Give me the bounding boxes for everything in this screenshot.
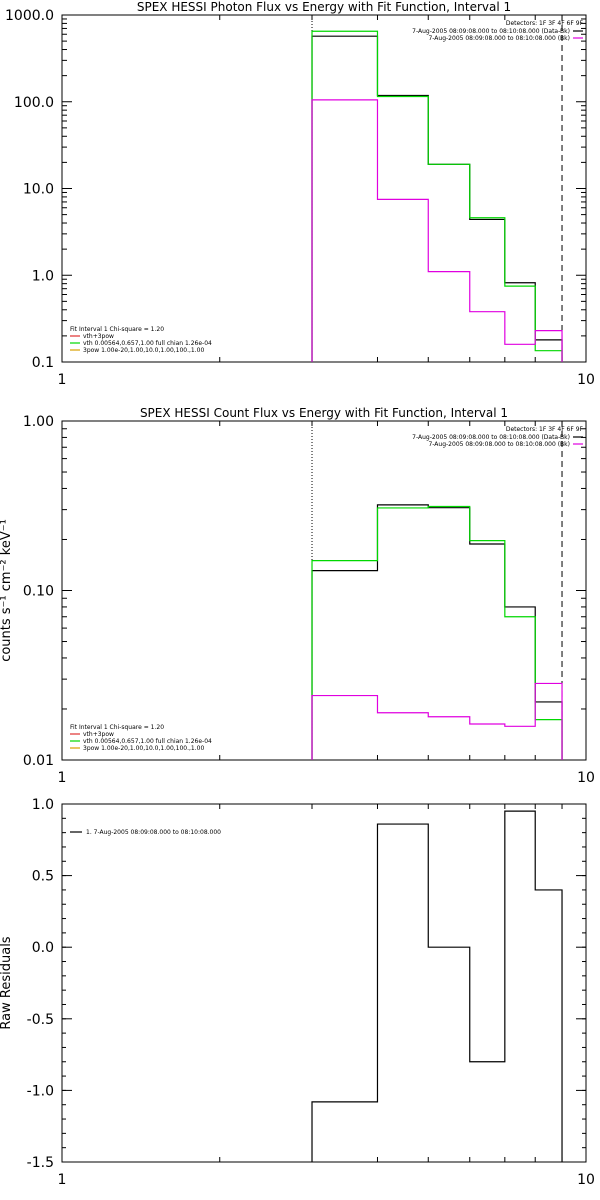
legend-left-text: vth+3pow: [83, 333, 114, 340]
legend-left-text: vth 0.00564,0.657,1.00 full chian 1.26e-…: [83, 738, 212, 745]
legend-text: 1. 7-Aug-2005 08:09:08.000 to 08:10:08.0…: [86, 829, 221, 836]
series-line: [311, 810, 563, 1162]
series-2: [311, 505, 563, 760]
legend-left-header: Fit Interval 1 Chi-square = 1.20: [70, 326, 164, 333]
x-tick-label: 1: [58, 372, 67, 388]
x-tick-label: 1: [58, 1172, 67, 1188]
legend-left-text: 3pow 1.00e-20,1.00,10.0,1.00,100.,1.00: [83, 347, 204, 354]
series-1: [311, 810, 563, 1162]
series-line: [311, 30, 563, 362]
legend-left-text: vth 0.00564,0.657,1.00 full chian 1.26e-…: [83, 340, 212, 347]
y-tick-label: 0.01: [23, 753, 54, 769]
series-line: [311, 504, 563, 760]
x-tick-label: 1: [58, 770, 67, 786]
legend-right-header: Detectors: 1F 3F 4F 6F 9F: [506, 20, 584, 27]
legend-right-header: Detectors: 1F 3F 4F 6F 9F: [506, 426, 584, 433]
legend-left-text: 3pow 1.00e-20,1.00,10.0,1.00,100.,1.00: [83, 745, 204, 752]
y-tick-label: -0.5: [27, 1012, 54, 1028]
series-3: [311, 682, 563, 760]
series-line: [311, 505, 563, 760]
y-axis-label: Raw Residuals: [0, 936, 14, 1029]
legend-left-text: vth+3pow: [83, 731, 114, 738]
series-line: [311, 35, 563, 362]
series-3: [311, 99, 563, 362]
y-tick-label: 0.0: [32, 940, 54, 956]
y-axis-label: counts s⁻¹ cm⁻² keV⁻¹: [0, 519, 14, 662]
y-tick-label: 100.0: [14, 95, 54, 111]
series-1: [311, 35, 563, 362]
panel-2: SPEX HESSI Count Flux vs Energy with Fit…: [0, 406, 595, 786]
legend-right-text: 7-Aug-2005 08:09:08.000 to 08:10:08.000 …: [428, 35, 570, 42]
series-line: [311, 99, 563, 362]
plot-frame: [61, 420, 587, 761]
panel-3: Raw Residuals -1.5 -1.0 -0.5 0.0 0.5 1.0 1 10 1. …: [0, 797, 595, 1188]
panel-1: SPEX HESSI Photon Flux vs Energy with Fi…: [5, 0, 595, 388]
legend-right-text: 7-Aug-2005 08:09:08.000 to 08:10:08.000 …: [412, 434, 570, 441]
y-tick-label: -1.0: [27, 1083, 54, 1099]
y-tick-label: 10.0: [23, 182, 54, 198]
y-tick-label: 0.10: [23, 584, 54, 600]
series-1: [311, 504, 563, 760]
y-tick-label: 1.00: [23, 414, 54, 430]
x-tick-label: 10: [577, 372, 595, 388]
y-tick-label: 0.1: [32, 355, 54, 371]
y-tick-label: 1.0: [32, 797, 54, 813]
y-tick-label: 1.0: [32, 268, 54, 284]
plot-frame: [61, 14, 587, 363]
chart-title: SPEX HESSI Photon Flux vs Energy with Fi…: [137, 0, 511, 14]
x-tick-label: 10: [577, 770, 595, 786]
y-tick-label: -1.5: [27, 1155, 54, 1171]
series-line: [311, 682, 563, 760]
chart-title: SPEX HESSI Count Flux vs Energy with Fit…: [140, 406, 508, 420]
legend-left-header: Fit Interval 1 Chi-square = 1.20: [70, 724, 164, 731]
x-tick-label: 10: [577, 1172, 595, 1188]
plot-frame: [61, 803, 587, 1163]
y-tick-label: 0.5: [32, 869, 54, 885]
legend-right-text: 7-Aug-2005 08:09:08.000 to 08:10:08.000 …: [428, 441, 570, 448]
legend-right-text: 7-Aug-2005 08:09:08.000 to 08:10:08.000 …: [412, 28, 570, 35]
y-tick-label: 1000.0: [5, 8, 54, 24]
series-2: [311, 30, 563, 362]
